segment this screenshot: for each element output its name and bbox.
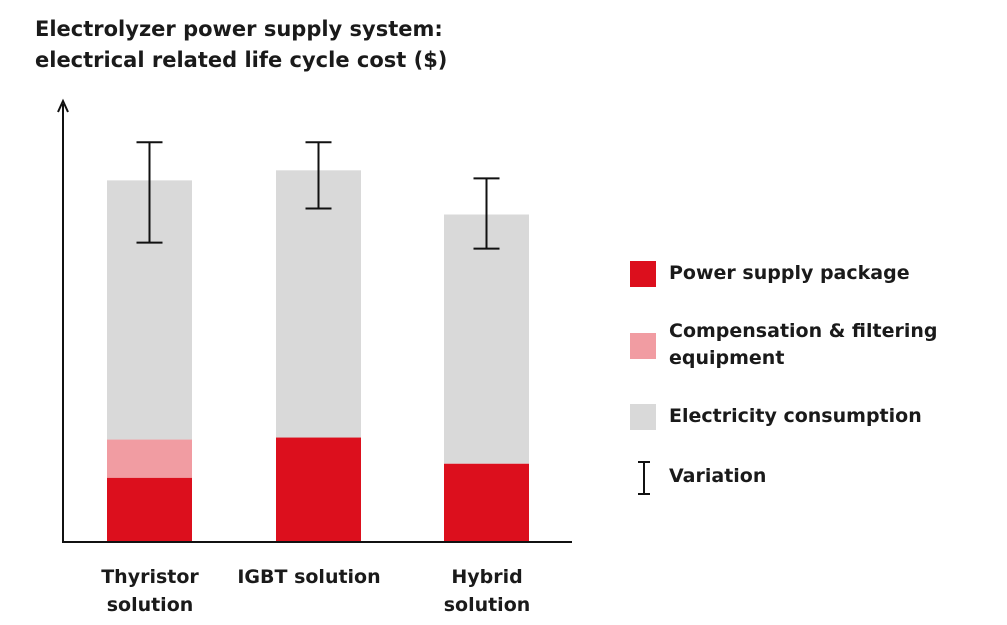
bar-segment-0 (444, 463, 529, 542)
y-axis-arrow-icon (57, 98, 69, 113)
legend-swatch-2 (630, 404, 656, 430)
x-tick-label-igbt: IGBT solution (224, 563, 394, 591)
legend-label-variation: Variation (669, 465, 767, 487)
bar-segment-1 (107, 439, 192, 478)
x-tick-line: solution (106, 594, 194, 616)
legend-label-electricity: Electricity consumption (669, 405, 922, 427)
x-tick-label-hybrid: Hybrid solution (402, 563, 572, 619)
x-tick-line: solution (443, 594, 531, 616)
x-tick-line: Thyristor (101, 566, 199, 588)
legend-swatch-0 (630, 261, 656, 287)
legend-line: Compensation & filtering (669, 320, 938, 342)
bar-segment-0 (107, 477, 192, 542)
bar-segment-2 (276, 170, 361, 438)
legend-label-power-supply: Power supply package (669, 262, 910, 284)
x-tick-label-thyristor: Thyristor solution (65, 563, 235, 619)
legend-swatch-1 (630, 333, 656, 359)
bar-segment-2 (444, 214, 529, 464)
legend-label-compensation: Compensation & filtering equipment (669, 318, 938, 372)
x-tick-line: Hybrid (451, 566, 523, 588)
chart-title: Electrolyzer power supply system: electr… (35, 14, 447, 76)
bar-segment-0 (276, 437, 361, 542)
legend-line: equipment (669, 347, 785, 369)
title-line-1: Electrolyzer power supply system: (35, 17, 443, 41)
x-tick-line: IGBT solution (237, 566, 381, 588)
title-line-2: electrical related life cycle cost ($) (35, 48, 448, 72)
